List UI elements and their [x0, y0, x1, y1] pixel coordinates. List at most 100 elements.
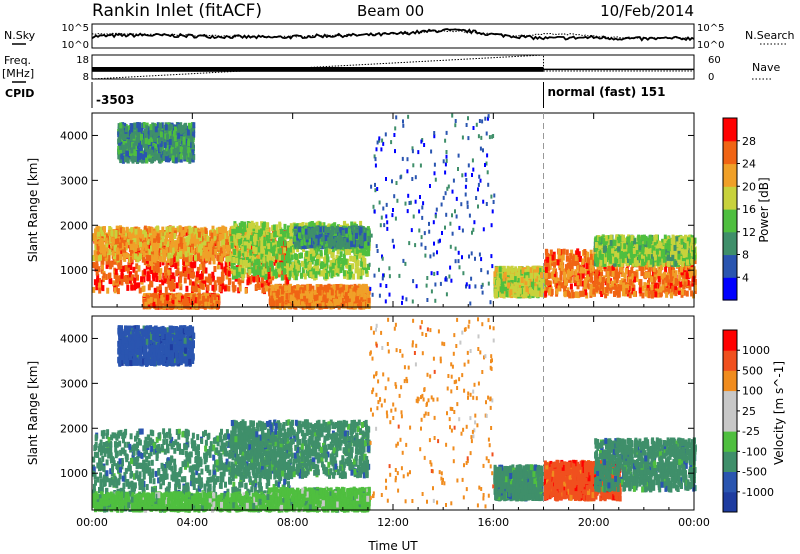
heatmap-cell — [199, 235, 203, 242]
heatmap-cell — [93, 250, 97, 257]
heatmap-cell — [252, 222, 256, 229]
heatmap-cell — [351, 225, 355, 232]
heatmap-cell — [322, 234, 326, 240]
heatmap-cell — [287, 241, 290, 248]
heatmap-cell — [274, 247, 278, 254]
heatmap-cell — [243, 268, 247, 275]
heatmap-cell — [347, 287, 351, 293]
heatmap-cell — [310, 229, 314, 236]
heatmap-cell — [361, 269, 365, 276]
heatmap-cell — [272, 245, 276, 252]
heatmap-cell — [309, 296, 313, 303]
heatmap-cell — [324, 227, 328, 234]
heatmap-cell — [315, 259, 319, 265]
heatmap-cell — [194, 254, 197, 261]
heatmap-cell — [178, 280, 182, 287]
heatmap-cell — [308, 250, 311, 257]
heatmap-cell — [222, 239, 226, 246]
heatmap-cell — [352, 229, 356, 236]
heatmap-cell — [283, 223, 287, 230]
heatmap-cell — [105, 247, 109, 254]
heatmap-cell — [254, 248, 258, 255]
heatmap-cell — [331, 226, 334, 232]
heatmap-cell — [332, 239, 336, 246]
heatmap-cell — [262, 224, 266, 231]
heatmap-cell — [211, 225, 215, 232]
heatmap-cell — [207, 273, 211, 280]
heatmap-cell — [210, 232, 214, 239]
heatmap-cell — [329, 289, 333, 296]
heatmap-cell — [296, 284, 300, 291]
heatmap-cell — [170, 258, 174, 265]
heatmap-cell — [152, 265, 156, 272]
heatmap-cell — [225, 273, 229, 280]
heatmap-cell — [297, 243, 301, 249]
heatmap-cell — [296, 234, 299, 241]
heatmap-cell — [319, 249, 323, 256]
heatmap-cell — [188, 267, 192, 274]
heatmap-cell — [269, 242, 273, 249]
heatmap-cell — [116, 254, 120, 261]
heatmap-cell — [286, 251, 289, 258]
heatmap-cell — [237, 254, 241, 261]
heatmap-cell — [260, 232, 264, 239]
heatmap-cell — [257, 261, 261, 268]
heatmap-cell — [325, 247, 328, 254]
heatmap-cell — [349, 295, 353, 302]
heatmap-cell — [199, 249, 203, 256]
heatmap-cell — [320, 235, 324, 242]
heatmap-cell — [343, 237, 347, 244]
heatmap-cell — [305, 302, 309, 309]
heatmap-cell — [351, 295, 355, 302]
heatmap-cell — [158, 287, 162, 294]
heatmap-cell — [133, 246, 137, 253]
heatmap-cell — [98, 287, 102, 294]
heatmap-cell — [113, 272, 117, 279]
heatmap-cell — [137, 282, 141, 289]
heatmap-cell — [334, 259, 338, 266]
heatmap-cell — [333, 222, 337, 229]
heatmap-cell — [289, 230, 293, 237]
heatmap-cell — [187, 246, 190, 253]
heatmap-cell — [257, 225, 261, 232]
heatmap-cell — [262, 237, 266, 243]
heatmap-cell — [221, 274, 225, 281]
heatmap-cell — [134, 270, 138, 277]
heatmap-cell — [235, 226, 239, 233]
heatmap-cell — [159, 256, 162, 263]
heatmap-cell — [261, 260, 265, 267]
heatmap-cell — [289, 223, 293, 230]
heatmap-cell — [182, 229, 186, 236]
heatmap-cell — [337, 267, 341, 274]
heatmap-cell — [323, 242, 326, 249]
heatmap-cell — [201, 280, 205, 287]
heatmap-cell — [355, 232, 358, 239]
heatmap-cell — [130, 274, 134, 281]
heatmap-cell — [291, 297, 295, 304]
heatmap-cell — [172, 256, 176, 263]
heatmap-cell — [272, 224, 276, 231]
heatmap-cell — [350, 221, 354, 228]
heatmap-cell — [219, 233, 223, 240]
heatmap-cell — [114, 238, 117, 245]
heatmap-cell — [222, 250, 226, 257]
heatmap-cell — [104, 255, 108, 262]
heatmap-cell — [298, 252, 302, 259]
heatmap-cell — [352, 291, 356, 298]
heatmap-cell — [201, 283, 205, 290]
heatmap-cell — [353, 256, 357, 263]
heatmap-cell — [211, 284, 215, 291]
heatmap-cell — [360, 245, 364, 252]
heatmap-cell — [153, 288, 157, 295]
heatmap-cell — [337, 257, 341, 264]
heatmap-cell — [350, 241, 354, 248]
heatmap-cell — [318, 235, 322, 242]
heatmap-cell — [282, 273, 286, 280]
heatmap-cell — [143, 241, 147, 248]
heatmap-cell — [166, 277, 170, 284]
heatmap-cell — [108, 249, 112, 256]
heatmap-cell — [221, 267, 225, 274]
heatmap-cell — [321, 261, 325, 268]
heatmap-cell — [348, 302, 352, 309]
heatmap-cell — [288, 258, 292, 265]
